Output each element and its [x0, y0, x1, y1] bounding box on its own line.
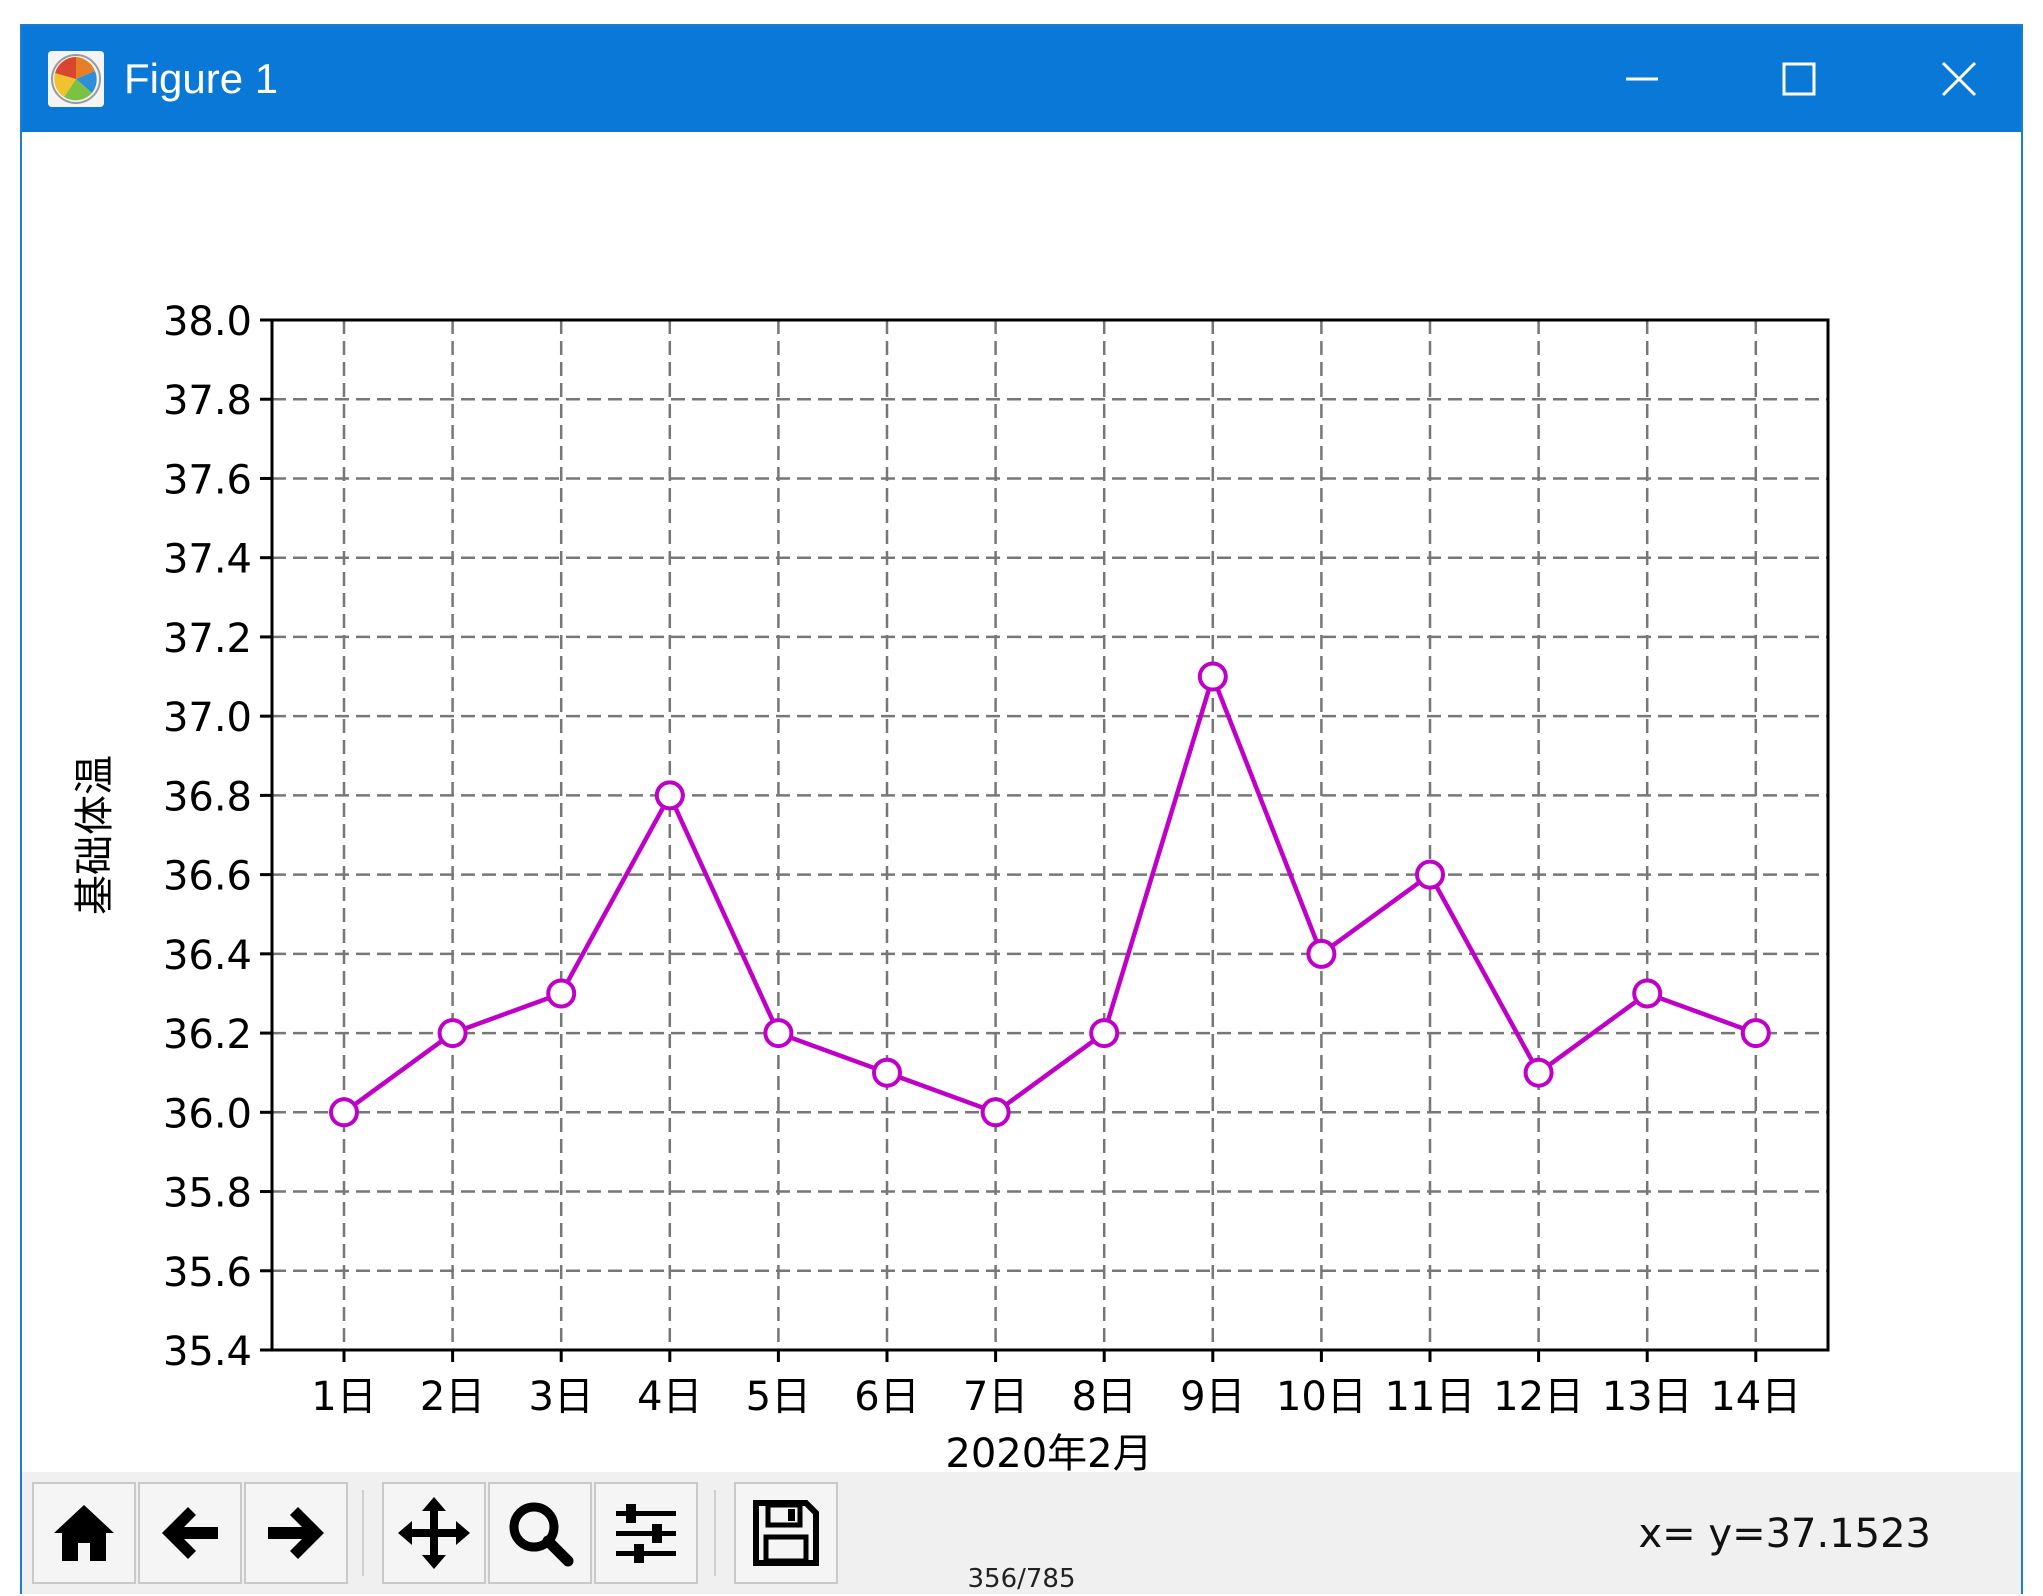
x-tick-label: 8日: [1071, 1374, 1136, 1420]
cursor-coordinates: x= y=37.1523: [1638, 1511, 1932, 1557]
x-tick-label: 3日: [528, 1374, 593, 1420]
data-point: [546, 978, 577, 1009]
navigation-toolbar: x= y=37.1523: [22, 1472, 2021, 1594]
data-point: [329, 1097, 359, 1128]
y-tick-label: 36.0: [163, 1091, 252, 1137]
data-point: [1306, 938, 1337, 969]
data-point: [1197, 661, 1228, 692]
pan-button[interactable]: [382, 1482, 486, 1584]
toolbar-separator: [714, 1490, 716, 1576]
x-tick-label: 12日: [1493, 1374, 1584, 1420]
configure-subplots-button[interactable]: [594, 1482, 698, 1584]
x-tick-label: 5日: [746, 1374, 811, 1420]
title-bar[interactable]: Figure 1: [22, 26, 2021, 132]
home-button[interactable]: [32, 1482, 136, 1584]
minimize-icon: [1626, 77, 1658, 81]
zoom-button[interactable]: [488, 1482, 592, 1584]
sliders-icon: [616, 1504, 676, 1563]
toolbar-separator: [362, 1490, 364, 1576]
close-button[interactable]: [1894, 26, 2024, 132]
series-line: [342, 674, 1757, 1115]
maximize-button[interactable]: [1734, 26, 1864, 132]
data-point: [1632, 978, 1663, 1009]
arrow-right-icon: [268, 1507, 324, 1559]
back-button[interactable]: [138, 1482, 242, 1584]
save-button[interactable]: [734, 1482, 838, 1584]
x-tick-label: 14日: [1710, 1374, 1801, 1420]
data-point: [1740, 1018, 1771, 1049]
data-point: [763, 1018, 794, 1049]
forward-button[interactable]: [244, 1482, 348, 1584]
floppy-disk-icon: [753, 1500, 819, 1566]
page-number: 356/785: [967, 1564, 1076, 1594]
data-point: [1089, 1018, 1120, 1049]
x-tick-label: 4日: [637, 1374, 702, 1420]
window-title: Figure 1: [124, 55, 279, 102]
y-tick-label: 36.4: [163, 933, 252, 979]
x-tick-label: 7日: [963, 1374, 1028, 1420]
y-axis-label: 基础体温: [72, 755, 118, 915]
x-tick-label: 2日: [420, 1374, 485, 1420]
close-icon: [1941, 61, 1977, 97]
x-tick-label: 6日: [854, 1374, 919, 1420]
minimize-button[interactable]: [1577, 26, 1707, 132]
magnifier-icon: [509, 1502, 574, 1567]
x-tick-label: 13日: [1602, 1374, 1693, 1420]
y-tick-label: 37.0: [163, 695, 252, 741]
data-point: [980, 1097, 1011, 1128]
data-point: [1523, 1057, 1554, 1088]
y-tick-label: 35.4: [163, 1329, 252, 1375]
figure-canvas[interactable]: 35.4 35.6 35.8 36.0 36.2 36.4 36.6 36.8 37.0 37.2…: [22, 132, 2021, 1477]
y-tick-label: 37.6: [163, 457, 252, 503]
move-icon: [398, 1497, 470, 1569]
y-tick-label: 36.6: [163, 854, 252, 900]
x-tick-label: 9日: [1180, 1374, 1245, 1420]
x-tick-label: 1日: [311, 1374, 376, 1420]
data-point: [437, 1018, 468, 1049]
plot-frame: [270, 318, 1830, 1352]
data-point: [872, 1057, 902, 1088]
y-tick-label: 38.0: [163, 299, 252, 345]
y-tick-label: 37.8: [163, 378, 252, 424]
y-tick-label: 35.6: [163, 1250, 252, 1296]
data-point: [1415, 859, 1445, 890]
x-tick-label: 10日: [1276, 1374, 1367, 1420]
line-chart[interactable]: 35.4 35.6 35.8 36.0 36.2 36.4 36.6 36.8 37.0 37.2…: [22, 132, 2021, 1477]
matplotlib-icon: [48, 51, 104, 107]
x-axis-label: 2020年2月: [945, 1431, 1152, 1472]
arrow-left-icon: [162, 1507, 218, 1559]
y-tick-label: 37.2: [163, 616, 252, 662]
y-tick-label: 37.4: [163, 537, 252, 583]
figure-window: Figure 1 35.4 35.6 35.8 36.0 36.2 36.4 36.6 36.…: [20, 24, 2023, 1594]
y-tick-label: 36.8: [163, 774, 252, 820]
home-icon: [54, 1505, 114, 1561]
y-tick-label: 36.2: [163, 1012, 252, 1058]
x-tick-label: 11日: [1385, 1374, 1476, 1420]
maximize-icon: [1782, 62, 1816, 96]
y-tick-label: 35.8: [163, 1171, 252, 1217]
data-point: [654, 780, 685, 811]
